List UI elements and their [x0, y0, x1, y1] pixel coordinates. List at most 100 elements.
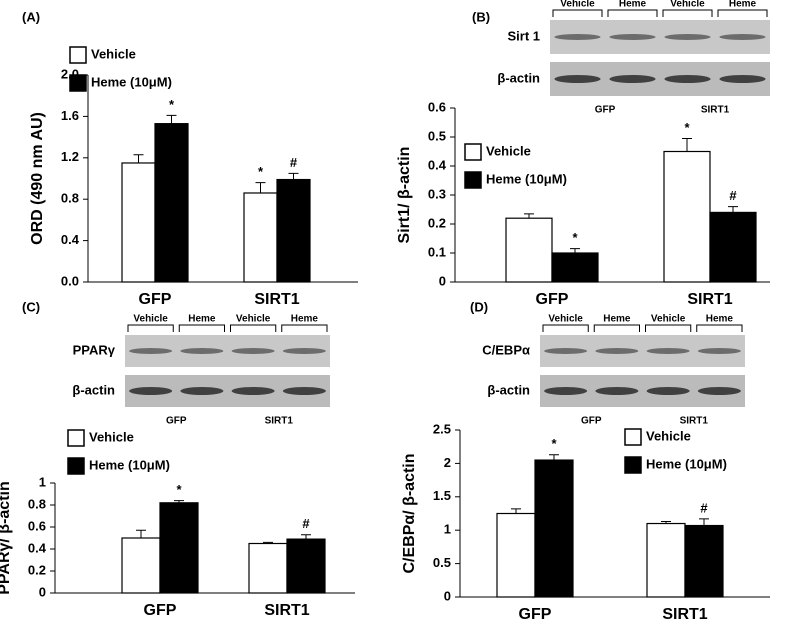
legend-label: Heme (10μM) [486, 171, 567, 186]
significance-marker: # [700, 500, 708, 515]
y-tick-label: 2.5 [433, 421, 451, 436]
bar [496, 512, 536, 598]
error-bar [570, 248, 580, 253]
bar [534, 459, 574, 598]
blot-row-label: β-actin [487, 382, 530, 397]
blot-band [646, 348, 690, 354]
y-tick-label: 0.4 [428, 157, 447, 172]
blot-band [282, 348, 326, 354]
blot-group-label: GFP [581, 416, 602, 427]
blot-band [719, 75, 766, 83]
y-tick-label: 1.5 [433, 488, 451, 503]
lane-bracket [178, 324, 225, 332]
blot-band [719, 34, 766, 40]
bar [663, 150, 711, 283]
lane-bracket [607, 9, 658, 17]
y-tick-label: 0.1 [428, 244, 446, 259]
bar [709, 211, 757, 283]
error-bar [661, 521, 671, 524]
panel-label: (D) [470, 299, 488, 314]
y-tick-label: 0.5 [433, 555, 451, 570]
y-tick-label: 0 [444, 588, 451, 603]
error-bar [136, 529, 146, 538]
legend-swatch [67, 429, 85, 447]
bar [684, 524, 724, 598]
lane-label: Heme [188, 314, 216, 325]
panel-label: (B) [472, 9, 490, 24]
y-tick-label: 0.2 [28, 562, 46, 577]
error-bar [133, 154, 144, 163]
bar [248, 542, 288, 594]
error-bar [174, 500, 184, 503]
blot-band [129, 348, 173, 354]
bar [159, 502, 199, 594]
lane-label: Heme [603, 314, 631, 325]
blot-band [129, 387, 173, 395]
x-tick-label: SIRT1 [264, 602, 309, 619]
lane-label: Heme [291, 314, 319, 325]
significance-marker: * [258, 164, 264, 179]
legend-swatch [464, 143, 482, 161]
blot-row-label: β-actin [497, 70, 540, 85]
x-tick-label: GFP [536, 291, 569, 308]
blot-band [595, 387, 639, 395]
blot-row-label: Sirt 1 [507, 28, 540, 43]
y-tick-label: 2 [444, 455, 451, 470]
panel-label: (C) [22, 299, 40, 314]
blot-band [664, 34, 711, 40]
x-tick-label: SIRT1 [662, 606, 707, 623]
blot-band [282, 387, 326, 395]
blot-group-label: GFP [595, 105, 616, 116]
error-bar [255, 182, 266, 193]
bar [121, 537, 161, 594]
error-bar [699, 518, 709, 526]
lane-bracket [662, 9, 713, 17]
lane-bracket [593, 324, 640, 332]
lane-bracket [696, 324, 743, 332]
y-tick-label: 0 [39, 584, 46, 599]
lane-bracket [230, 324, 277, 332]
x-tick-label: SIRT1 [687, 291, 732, 308]
lane-bracket [552, 9, 603, 17]
blot-band [609, 34, 656, 40]
lane-label: Vehicle [133, 314, 168, 325]
bar [154, 123, 189, 283]
error-bar [682, 137, 692, 152]
y-axis-label: ORD (490 nm AU) [29, 112, 46, 245]
blot-band [609, 75, 656, 83]
y-axis-label: Sirt1/ β-actin [396, 147, 413, 244]
legend-label: Heme (10μM) [91, 74, 172, 89]
error-bar [728, 206, 738, 213]
legend-label: Heme (10μM) [646, 456, 727, 471]
x-tick-label: GFP [519, 606, 552, 623]
bar [243, 192, 278, 283]
error-bar [263, 541, 273, 544]
blot-group-label: GFP [166, 416, 187, 427]
error-bar [511, 508, 521, 514]
legend-swatch [624, 456, 642, 474]
lane-label: Vehicle [560, 0, 595, 10]
legend-swatch [464, 171, 482, 189]
blot-group-label: SIRT1 [265, 416, 294, 427]
y-tick-label: 0.6 [428, 99, 446, 114]
lane-label: Vehicle [670, 0, 705, 10]
lane-label: Vehicle [651, 314, 686, 325]
blot-band [664, 75, 711, 83]
lane-bracket [281, 324, 328, 332]
bar [286, 538, 326, 594]
legend-label: Heme (10μM) [89, 457, 170, 472]
legend-label: Vehicle [89, 429, 134, 444]
y-axis-label: C/EBPα/ β-actin [401, 453, 418, 573]
bar [121, 162, 156, 283]
legend-swatch [69, 74, 87, 92]
lane-bracket [717, 9, 768, 17]
y-tick-label: 0.8 [61, 191, 79, 206]
panel-label: (A) [22, 9, 40, 24]
x-tick-label: GFP [139, 291, 172, 308]
y-tick-label: 0.0 [61, 273, 79, 288]
blot-group-label: SIRT1 [701, 105, 730, 116]
significance-marker: * [684, 120, 690, 135]
y-tick-label: 0.3 [428, 186, 446, 201]
lane-label: Vehicle [548, 314, 583, 325]
